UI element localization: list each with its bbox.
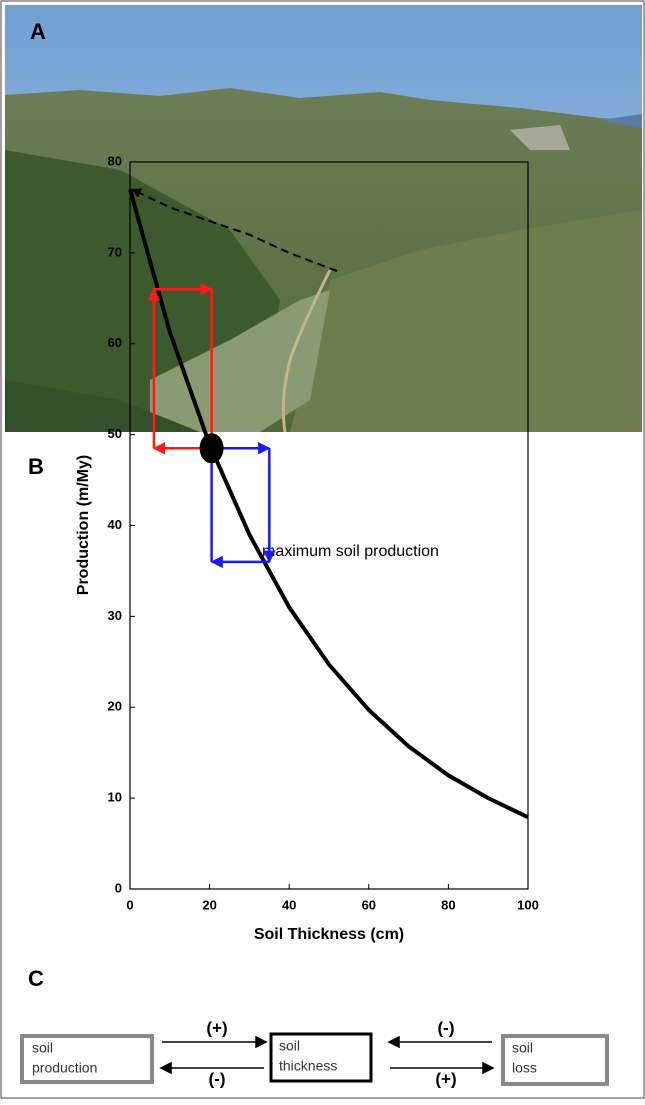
y-tick-label: 20	[108, 699, 122, 714]
panel-label: C	[28, 966, 44, 991]
panel-label: B	[28, 454, 44, 479]
x-tick-label: 0	[126, 897, 133, 912]
annotation: maximum soil production	[262, 543, 439, 560]
x-tick-label: 100	[517, 897, 539, 912]
link-label: (-)	[438, 1018, 455, 1037]
box-text: loss	[512, 1060, 537, 1076]
box	[501, 1034, 609, 1086]
box	[20, 1034, 154, 1084]
box-text: thickness	[279, 1058, 337, 1074]
y-tick-label: 80	[108, 153, 122, 168]
box-text: soil	[32, 1040, 53, 1056]
link-label: (-)	[209, 1069, 226, 1088]
diagram: soil production soil thickness soil loss…	[20, 1018, 609, 1088]
y-tick-label: 30	[108, 608, 122, 623]
link-label: (+)	[206, 1018, 227, 1037]
curve	[128, 188, 529, 820]
box	[269, 1032, 373, 1083]
panel-label: A	[30, 19, 46, 44]
box-text: soil	[279, 1038, 300, 1054]
y-axis-label: Production (m/My)	[75, 455, 92, 595]
x-tick-label: 60	[362, 897, 376, 912]
y-tick-label: 10	[108, 790, 122, 805]
box-text: soil	[512, 1040, 533, 1056]
y-tick-label: 70	[108, 244, 122, 259]
y-tick-label: 0	[115, 880, 122, 895]
x-tick-label: 20	[202, 897, 216, 912]
link-label: (+)	[435, 1069, 456, 1088]
y-tick-label: 50	[108, 426, 122, 441]
x-tick-label: 40	[282, 897, 296, 912]
y-tick-label: 40	[108, 517, 122, 532]
box-text: production	[32, 1060, 97, 1076]
x-axis-label: Soil Thickness (cm)	[254, 926, 404, 943]
y-tick-label: 60	[108, 335, 122, 350]
x-tick-label: 80	[441, 897, 455, 912]
photo	[5, 5, 642, 433]
equilibrium-point	[199, 433, 224, 464]
max-production-line	[131, 188, 338, 272]
